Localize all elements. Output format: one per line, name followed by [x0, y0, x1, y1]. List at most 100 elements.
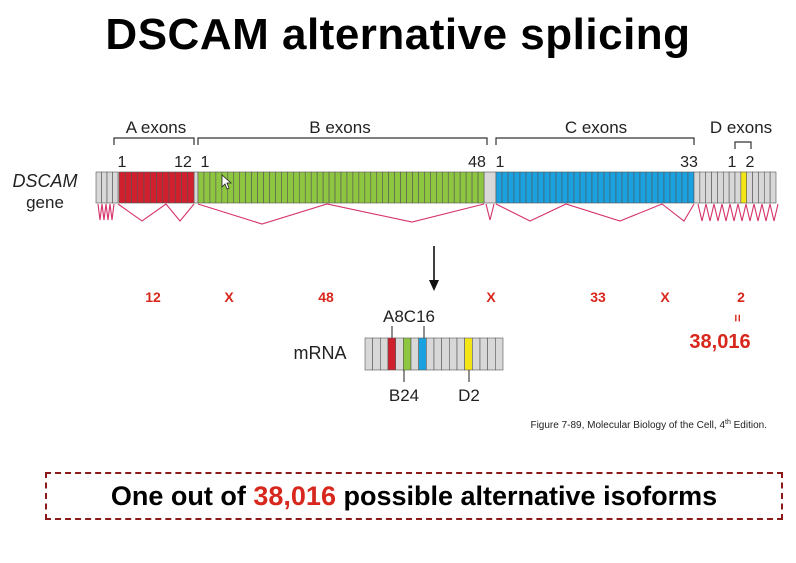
summary-count: 38,016 [253, 480, 336, 511]
slide-title: DSCAM alternative splicing [105, 10, 691, 59]
mrna-constitutive-exon [472, 337, 481, 371]
exon-c-26 [645, 171, 653, 204]
exon-c-23 [627, 171, 635, 204]
summary-suffix: possible alternative isoforms [335, 480, 718, 511]
down-arrow-icon [429, 246, 439, 291]
splice-line-mid [485, 203, 495, 221]
exon-b-42 [441, 171, 449, 204]
exon-a-12 [187, 171, 195, 204]
exon-b-13 [269, 171, 276, 204]
constitutive-exon [763, 171, 771, 204]
b-last-number: 48 [468, 154, 486, 171]
splice-line-c [495, 203, 695, 222]
mrna-constitutive-exon [495, 337, 504, 371]
exon-c-4 [513, 171, 521, 204]
exon-c-27 [651, 171, 659, 204]
calc-a: 12 [145, 289, 161, 305]
exon-c-13 [567, 171, 575, 204]
a-last-number: 12 [174, 154, 192, 171]
exon-a-6 [149, 171, 157, 204]
exon-c-32 [681, 171, 689, 204]
mrna-constitutive-exon [433, 337, 442, 371]
exon-b-15 [281, 171, 288, 204]
mrna-bar [364, 337, 504, 371]
exon-d-1 [734, 171, 742, 204]
exon-c-7 [531, 171, 539, 204]
exon-b-18 [298, 171, 306, 204]
exon-b-33 [388, 171, 395, 204]
mrna-constitutive-exon [380, 337, 389, 371]
splice-line-left [97, 203, 115, 221]
exon-b-36 [406, 171, 413, 204]
mrna-exon-d2 [464, 337, 473, 371]
constitutive-exon [746, 171, 753, 204]
constitutive-exon [193, 171, 199, 204]
constitutive-exon [769, 171, 777, 204]
mrna-constitutive-exon [441, 337, 450, 371]
b-first-number: 1 [201, 154, 210, 171]
mrna-constitutive-exon [479, 337, 488, 371]
isoform-summary-box: One out of 38,016 possible alternative i… [45, 472, 783, 520]
c-last-number: 33 [680, 154, 698, 171]
exon-a-1 [118, 171, 126, 204]
constitutive-exon [101, 171, 108, 204]
mrna-constitutive-exon [410, 337, 419, 371]
calc-b: 48 [318, 289, 334, 305]
gene-name: DSCAM [12, 171, 77, 191]
exon-b-8 [239, 171, 246, 204]
constitutive-exon [112, 171, 119, 204]
exon-b-22 [322, 171, 330, 204]
exon-c-3 [507, 171, 515, 204]
d-last-number: 2 [746, 154, 755, 171]
constitutive-exon [728, 171, 736, 204]
bracket-c [495, 137, 695, 145]
constitutive-exon [722, 171, 730, 204]
c-exons-label: C exons [565, 118, 627, 137]
exon-c-10 [549, 171, 557, 204]
exon-b-11 [257, 171, 264, 204]
calc-x2: X [486, 289, 496, 305]
mrna-constitutive-exon [449, 337, 458, 371]
exon-c-19 [603, 171, 611, 204]
exon-c-6 [525, 171, 533, 204]
mrna-b-label: B24 [389, 386, 419, 405]
calc-total: 38,016 [689, 331, 750, 353]
calc-d: 2 [737, 289, 745, 305]
exon-b-31 [376, 171, 384, 204]
exon-b-20 [310, 171, 318, 204]
exon-b-29 [364, 171, 372, 204]
bracket-b [197, 137, 488, 145]
splice-line-right [697, 203, 779, 222]
exon-b-9 [245, 171, 252, 204]
exon-b-16 [287, 171, 294, 204]
mrna-constitutive-exon [487, 337, 496, 371]
exon-c-20 [609, 171, 617, 204]
exon-c-2 [501, 171, 509, 204]
exon-c-8 [537, 171, 545, 204]
exon-c-17 [591, 171, 599, 204]
exon-a-8 [162, 171, 170, 204]
exon-c-5 [519, 171, 527, 204]
constitutive-exon [758, 171, 765, 204]
exon-b-35 [400, 171, 407, 204]
exon-b-27 [352, 171, 360, 204]
exon-b-30 [370, 171, 378, 204]
exon-c-14 [573, 171, 581, 204]
exon-d-2 [740, 171, 748, 204]
mrna-label: mRNA [294, 343, 347, 363]
mrna-exon-b24 [403, 337, 412, 371]
exon-b-43 [447, 171, 455, 204]
exon-b-19 [304, 171, 312, 204]
exon-b-34 [394, 171, 401, 204]
constitutive-exon [711, 171, 718, 204]
exon-b-39 [424, 171, 431, 204]
exon-b-46 [465, 171, 473, 204]
exon-brackets [113, 137, 752, 149]
exon-b-37 [412, 171, 419, 204]
exon-b-48 [477, 171, 485, 204]
exon-a-7 [156, 171, 164, 204]
constitutive-exon [483, 171, 497, 204]
exon-c-11 [555, 171, 563, 204]
mrna-exon-a8 [387, 337, 396, 371]
